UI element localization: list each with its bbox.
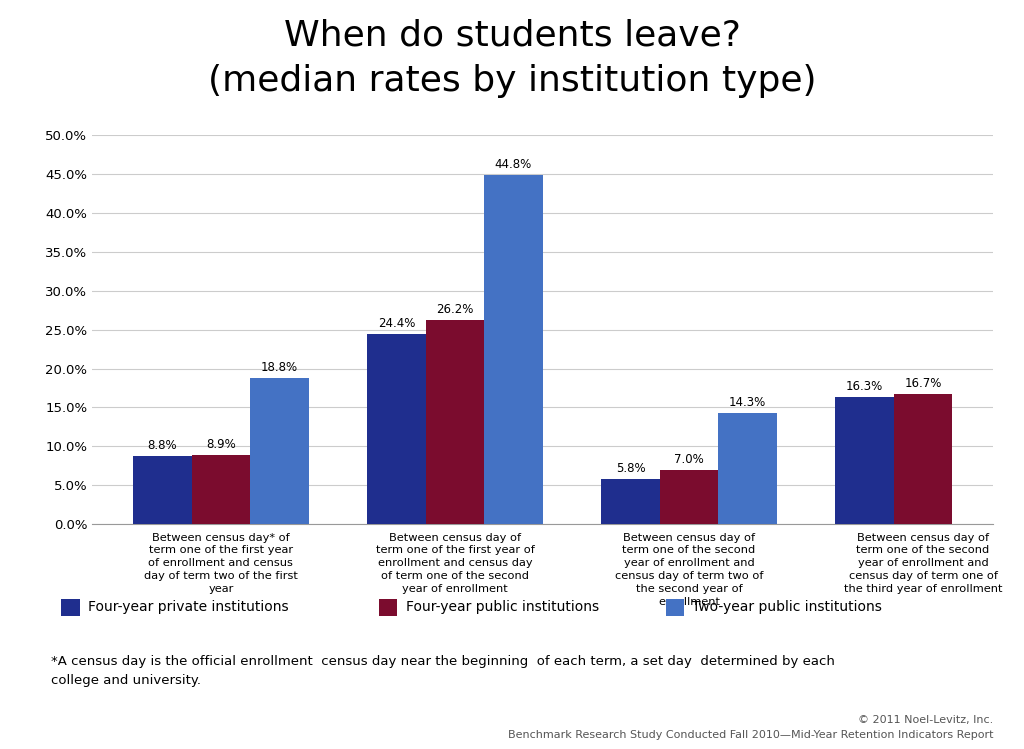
Bar xyxy=(368,334,426,524)
Text: 16.3%: 16.3% xyxy=(846,380,883,393)
Text: © 2011 Noel-Levitz, Inc.
Benchmark Research Study Conducted Fall 2010—Mid-Year R: © 2011 Noel-Levitz, Inc. Benchmark Resea… xyxy=(508,715,993,740)
Text: 5.8%: 5.8% xyxy=(615,462,645,475)
Bar xyxy=(659,470,718,524)
Text: (median rates by institution type): (median rates by institution type) xyxy=(208,64,816,97)
Bar xyxy=(426,321,484,524)
Text: Four-year private institutions: Four-year private institutions xyxy=(88,601,289,614)
Text: *A census day is the official enrollment  census day near the beginning  of each: *A census day is the official enrollment… xyxy=(51,655,836,688)
Bar xyxy=(718,413,777,524)
Bar xyxy=(191,455,250,524)
Text: Four-year public institutions: Four-year public institutions xyxy=(406,601,599,614)
Text: Two-year public institutions: Two-year public institutions xyxy=(692,601,882,614)
Text: 18.8%: 18.8% xyxy=(261,361,298,374)
Bar xyxy=(836,397,894,524)
Text: 14.3%: 14.3% xyxy=(729,396,766,409)
Text: 24.4%: 24.4% xyxy=(378,318,415,330)
Text: 16.7%: 16.7% xyxy=(904,377,942,390)
Bar xyxy=(250,377,308,524)
Text: 7.0%: 7.0% xyxy=(674,453,703,466)
Bar xyxy=(133,455,191,524)
Text: 44.8%: 44.8% xyxy=(495,159,532,172)
Bar xyxy=(484,175,543,524)
Text: 8.8%: 8.8% xyxy=(147,439,177,452)
Bar xyxy=(601,479,659,524)
Bar xyxy=(894,394,952,524)
Text: 8.9%: 8.9% xyxy=(206,438,236,451)
Text: 26.2%: 26.2% xyxy=(436,303,474,316)
Text: When do students leave?: When do students leave? xyxy=(284,19,740,52)
